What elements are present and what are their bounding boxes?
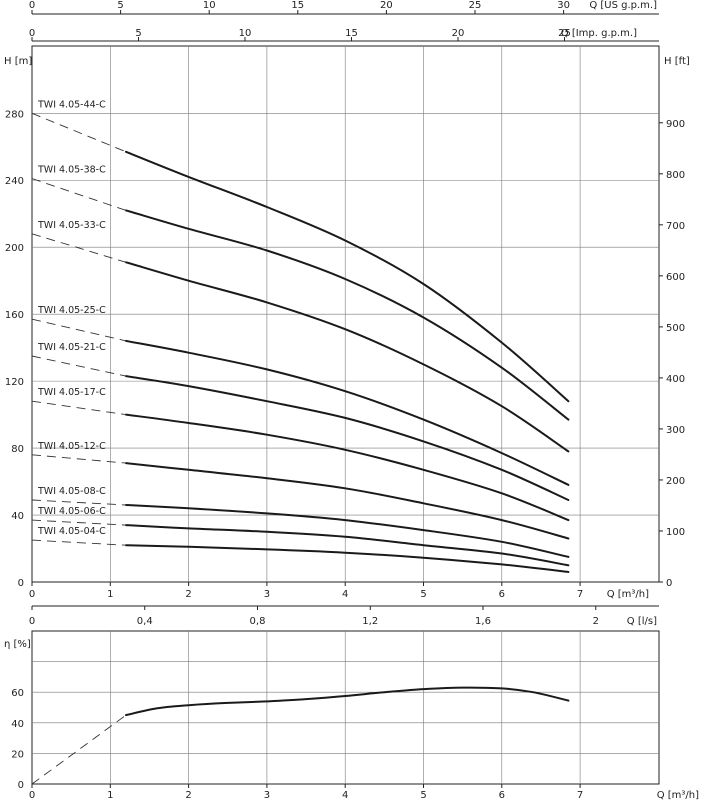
head-m-tick-label: 120 [5, 377, 24, 388]
us-gpm-tick-label: 25 [469, 0, 482, 11]
us-gpm-axis-label: Q [US g.p.m.] [589, 0, 657, 11]
head-x-tick-label: 7 [577, 589, 583, 600]
efficiency-curve [125, 686, 570, 717]
head-m-axis-label: H [m] [4, 56, 32, 67]
head-curve-extrapolation [31, 233, 127, 263]
head-ft-tick-label: 100 [666, 527, 685, 538]
head-m-tick-label: 80 [11, 444, 24, 455]
series-label: TWI 4.05-04-C [37, 526, 106, 537]
efficiency-tick-label: 20 [11, 749, 24, 760]
head-curve-8 [125, 504, 570, 558]
series-label: TWI 4.05-21-C [37, 342, 106, 353]
head-curve-extrapolation [31, 318, 127, 342]
ls-tick-label: 1,6 [475, 616, 491, 627]
head-curve-extrapolation [31, 400, 127, 416]
head-ft-axis-label: H [ft] [664, 56, 690, 67]
head-curve-5 [125, 375, 570, 501]
ls-tick-label: 2 [593, 616, 599, 627]
head-curve-4 [125, 339, 570, 486]
head-ft-tick-label: 500 [666, 323, 685, 334]
series-label: TWI 4.05-44-C [37, 99, 106, 110]
imp-gpm-tick-label: 0 [29, 28, 35, 39]
head-x-tick-label: 2 [185, 589, 191, 600]
imp-gpm-tick-label: 20 [452, 28, 465, 39]
ls-tick-label: 0,4 [137, 616, 153, 627]
series-label: TWI 4.05-25-C [37, 305, 106, 316]
ls-tick-label: 1,2 [362, 616, 378, 627]
head-curve-9 [125, 524, 570, 567]
us-gpm-tick-label: 10 [203, 0, 216, 11]
head-x-tick-label: 5 [420, 589, 426, 600]
us-gpm-tick-label: 5 [117, 0, 123, 11]
efficiency-tick-label: 40 [11, 719, 24, 730]
series-label: TWI 4.05-12-C [37, 441, 106, 452]
efficiency-x-axis-label: Q [m³/h] [657, 790, 699, 800]
ls-tick-label: 0,8 [250, 616, 266, 627]
efficiency-x-tick-label: 7 [577, 790, 583, 800]
head-ft-tick-label: 700 [666, 221, 685, 232]
head-x-axis-label: Q [m³/h] [607, 589, 649, 600]
head-m-tick-label: 40 [11, 511, 24, 522]
imp-gpm-tick-label: 15 [345, 28, 358, 39]
head-ft-tick-label: 800 [666, 170, 685, 181]
ls-axis-label: Q [l/s] [627, 616, 657, 627]
efficiency-x-tick-label: 4 [342, 790, 348, 800]
head-m-tick-label: 200 [5, 243, 24, 254]
us-gpm-tick-label: 20 [380, 0, 393, 11]
head-x-tick-label: 1 [107, 589, 113, 600]
head-ft-tick-label: 900 [666, 119, 685, 130]
efficiency-x-tick-label: 6 [499, 790, 505, 800]
head-x-tick-label: 3 [264, 589, 270, 600]
series-label: TWI 4.05-33-C [37, 220, 106, 231]
head-curve-extrapolation [31, 539, 127, 546]
head-m-tick-label: 0 [18, 578, 24, 589]
efficiency-x-tick-label: 1 [107, 790, 113, 800]
series-label: TWI 4.05-38-C [37, 165, 106, 176]
efficiency-axis-label: η [%] [4, 639, 31, 650]
head-curve-extrapolation [31, 112, 127, 153]
head-curve-extrapolation [31, 454, 127, 464]
head-curve-2 [125, 209, 570, 421]
efficiency-x-tick-label: 0 [29, 790, 35, 800]
head-m-tick-label: 160 [5, 310, 24, 321]
head-x-tick-label: 0 [29, 589, 35, 600]
head-curve-7 [125, 462, 570, 540]
imp-gpm-tick-label: 10 [239, 28, 252, 39]
head-curve-3 [125, 261, 570, 453]
series-label: TWI 4.05-17-C [37, 387, 106, 398]
head-curve-extrapolation [31, 178, 127, 211]
efficiency-x-tick-label: 5 [420, 790, 426, 800]
imp-gpm-tick-label: 5 [135, 28, 141, 39]
efficiency-tick-label: 0 [18, 780, 24, 791]
us-gpm-tick-label: 0 [29, 0, 35, 11]
head-m-tick-label: 280 [5, 109, 24, 120]
series-label: TWI 4.05-06-C [37, 506, 106, 517]
head-ft-tick-label: 600 [666, 272, 685, 283]
ls-tick-label: 0 [29, 616, 35, 627]
head-x-tick-label: 6 [499, 589, 505, 600]
head-curve-extrapolation [31, 519, 127, 526]
efficiency-x-tick-label: 2 [185, 790, 191, 800]
efficiency-extrapolation [31, 714, 127, 785]
series-label: TWI 4.05-08-C [37, 486, 106, 497]
head-ft-tick-label: 200 [666, 476, 685, 487]
imp-gpm-axis-label: Q [Imp. g.p.m.] [561, 28, 637, 39]
head-ft-tick-label: 300 [666, 425, 685, 436]
head-ft-tick-label: 0 [666, 578, 672, 589]
head-curve-extrapolation [31, 355, 127, 377]
efficiency-x-tick-label: 3 [264, 790, 270, 800]
head-curve-1 [125, 150, 570, 403]
head-curve-10 [125, 544, 570, 573]
head-ft-tick-label: 400 [666, 374, 685, 385]
head-curve-6 [125, 413, 570, 522]
imp-gpm-tick-label: 25 [558, 28, 571, 39]
us-gpm-tick-label: 15 [291, 0, 304, 11]
efficiency-tick-label: 60 [11, 688, 24, 699]
head-m-tick-label: 240 [5, 176, 24, 187]
head-x-tick-label: 4 [342, 589, 348, 600]
head-curve-extrapolation [31, 499, 127, 506]
us-gpm-tick-label: 30 [557, 0, 570, 11]
